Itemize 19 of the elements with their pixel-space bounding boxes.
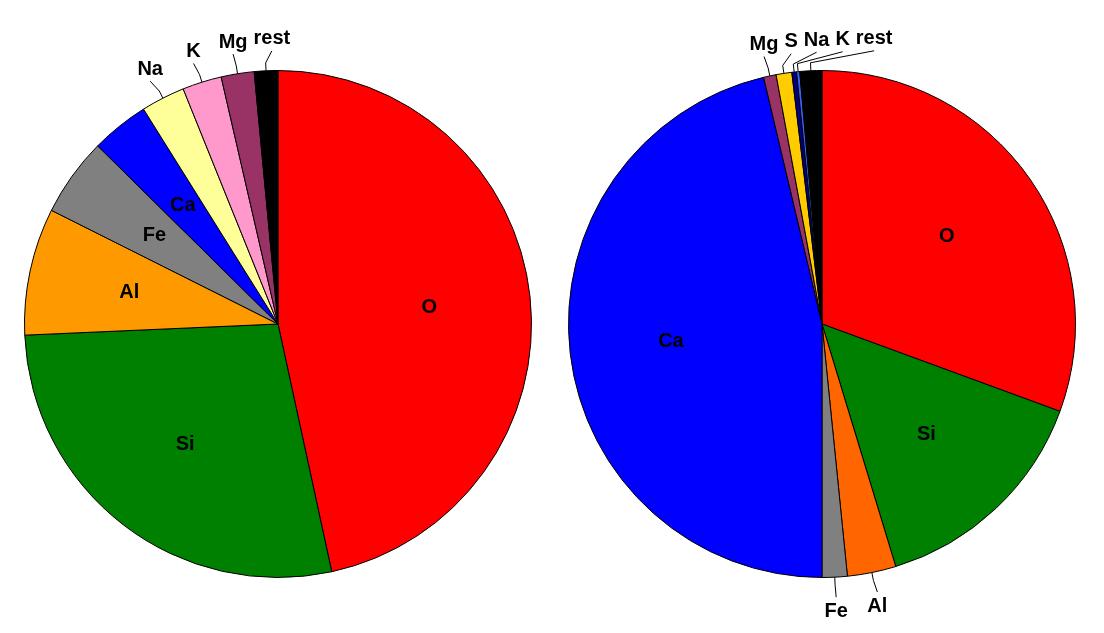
slice-label: Al (867, 593, 888, 616)
slice-label: K (186, 38, 202, 61)
slice-label: Na (137, 56, 164, 79)
slice-label: Ca (658, 329, 685, 352)
slice-label: Mg (218, 29, 248, 52)
slice-label: Si (917, 422, 936, 445)
slice-label: K (835, 27, 851, 50)
slice-label: Fe (824, 598, 848, 621)
slice-label: Ca (170, 192, 197, 215)
slice-label: rest (253, 26, 291, 49)
slice-label: S (784, 29, 798, 52)
slice-label: O (421, 295, 438, 318)
slice-label: Na (803, 27, 831, 50)
slice-label: O (938, 224, 955, 247)
slice-label: Fe (142, 222, 167, 245)
slice-label: Mg (749, 32, 779, 55)
slice-label: rest (855, 26, 893, 49)
slice-label: Al (119, 279, 140, 302)
slice-label: Si (175, 431, 195, 454)
